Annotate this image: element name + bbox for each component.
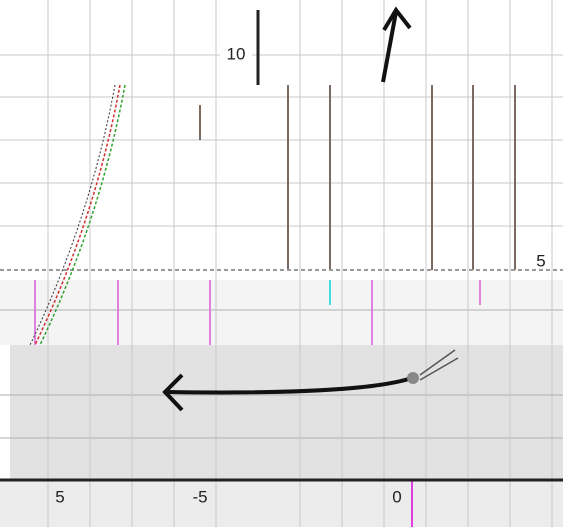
arrowhead [162, 373, 184, 412]
axis-label: -5 [192, 487, 207, 506]
axis-label: 5 [55, 487, 64, 506]
curve [34, 84, 121, 346]
handle [419, 349, 459, 381]
axis-label: 5 [536, 251, 545, 270]
axis-label: 10 [227, 44, 246, 63]
bottom-band [0, 480, 563, 527]
arrowhead [382, 6, 412, 32]
curve [29, 84, 116, 346]
axis-label: 0 [392, 487, 401, 506]
arrow [381, 11, 398, 83]
curve [39, 84, 126, 346]
shaded-region [10, 345, 563, 480]
arrow [167, 376, 413, 395]
point [407, 372, 419, 384]
glitch-band [0, 280, 563, 345]
